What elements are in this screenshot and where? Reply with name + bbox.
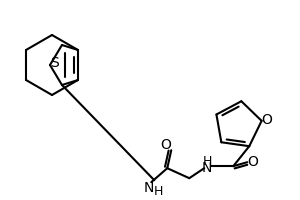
Text: H: H	[154, 185, 163, 198]
Text: N: N	[144, 181, 154, 195]
Text: O: O	[247, 155, 258, 169]
Text: N: N	[202, 161, 212, 175]
Text: O: O	[261, 113, 272, 127]
Text: H: H	[202, 155, 212, 168]
Text: S: S	[51, 56, 59, 70]
Text: O: O	[160, 138, 171, 152]
